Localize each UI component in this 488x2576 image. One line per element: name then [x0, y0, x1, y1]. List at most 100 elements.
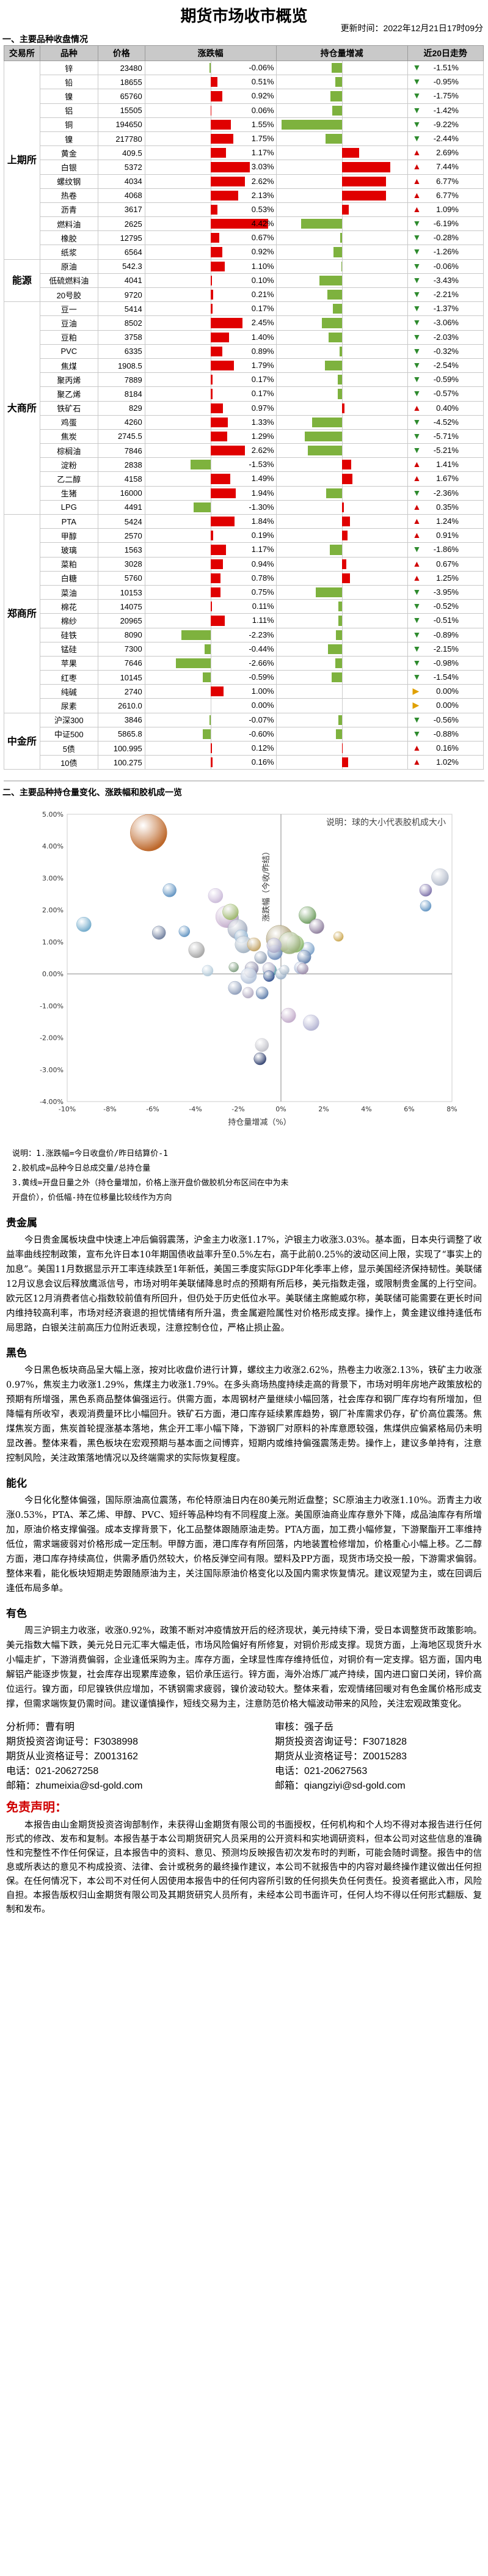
oi-arrow-cell: ▼ -2.21% — [407, 287, 484, 303]
oi-change-value: 2.69% — [436, 148, 459, 158]
oi-change-bar — [328, 332, 342, 342]
report-title: 期货市场收市概览 — [180, 7, 308, 26]
table-row: 菜粕 3028 0.94% ▲ 0.67% — [4, 556, 484, 572]
change-value: 0.94% — [251, 559, 274, 569]
arrow-down-icon: ▼ — [412, 416, 421, 427]
data-bubble — [162, 883, 177, 897]
change-bar — [210, 743, 213, 754]
oi-change-cell — [275, 287, 408, 303]
change-cell: 1.11% — [144, 613, 277, 628]
oi-change-cell — [275, 245, 408, 260]
product-name: 甲醇 — [39, 528, 98, 543]
change-cell: -2.66% — [144, 655, 277, 671]
data-bubble — [76, 917, 92, 932]
oi-arrow-cell: ▼ -1.42% — [407, 103, 484, 118]
oi-change-cell — [275, 75, 408, 90]
oi-arrow-cell: ▼ -2.54% — [407, 358, 484, 374]
product-name: 锰硅 — [39, 641, 98, 657]
product-name: 5债 — [39, 740, 98, 756]
license-label: 期货投资咨询证号： — [6, 1737, 95, 1748]
table-row: 螺纹钢 4034 2.62% ▲ 6.77% — [4, 174, 484, 189]
change-bar — [210, 162, 250, 172]
product-name: 燃料油 — [39, 216, 98, 232]
data-bubble — [431, 869, 449, 886]
change-bar — [209, 63, 211, 73]
phone-value: 021-20627563 — [304, 1766, 368, 1777]
author-block: 分析师：曹有明 审核：强子岳 期货投资咨询证号：F3038998 期货投资咨询证号：… — [0, 1720, 488, 1794]
change-value: -2.23% — [249, 630, 274, 639]
table-row: 锰硅 7300 -0.44% ▼ -2.15% — [4, 641, 484, 657]
email-value[interactable]: zhumeixia@sd-gold.com — [35, 1781, 143, 1792]
oi-change-value: 6.77% — [436, 190, 459, 200]
y-tick-label: -3.00% — [40, 1066, 64, 1074]
oi-arrow-cell: ▲ 0.16% — [407, 740, 484, 756]
product-name: 镍 — [39, 131, 98, 147]
price-cell: 4260 — [97, 414, 145, 430]
product-name: 中证500 — [39, 726, 98, 742]
product-name: 镍 — [39, 89, 98, 104]
change-cell: 0.12% — [144, 740, 277, 756]
price-cell: 65760 — [97, 89, 145, 104]
x-tick-label: 2% — [318, 1105, 329, 1113]
change-bar — [210, 403, 224, 413]
table-row: 郑商所 PTA 5424 1.84% ▲ 1.24% — [4, 513, 484, 713]
oi-change-bar — [341, 162, 391, 172]
table-row: 硅铁 8090 -2.23% ▼ -0.89% — [4, 627, 484, 642]
email-value[interactable]: qiangziyi@sd-gold.com — [304, 1781, 406, 1792]
oi-change-bar — [341, 403, 344, 413]
price-cell: 2570 — [97, 528, 145, 543]
oi-arrow-cell: ▼ -0.88% — [407, 726, 484, 742]
license-label: 期货投资咨询证号： — [275, 1737, 363, 1748]
change-cell: 0.11% — [144, 599, 277, 614]
table-row: 淀粉 2838 -1.53% ▲ 1.41% — [4, 457, 484, 473]
heading-ferrous: 黑色 — [6, 1347, 27, 1360]
oi-change-bar — [325, 360, 342, 371]
table-row: PVC 6335 0.89% ▼ -0.32% — [4, 344, 484, 359]
arrow-down-icon: ▼ — [412, 643, 421, 653]
table-row: 甲醇 2570 0.19% ▲ 0.91% — [4, 528, 484, 543]
exchange-cell: 大商所 — [4, 301, 40, 515]
x-tick-label: 6% — [404, 1105, 414, 1113]
oi-change-cell — [275, 60, 408, 76]
oi-change-bar — [341, 559, 346, 569]
oi-change-bar — [341, 190, 386, 201]
change-value: 0.11% — [252, 602, 274, 611]
change-cell: -2.23% — [144, 627, 277, 642]
change-bar — [181, 630, 211, 640]
price-cell: 8090 — [97, 627, 145, 642]
change-value: 0.17% — [251, 304, 274, 314]
arrow-down-icon: ▼ — [412, 232, 421, 243]
product-name: 沥青 — [39, 202, 98, 218]
license-value: Z0013162 — [94, 1751, 139, 1762]
oi-change-value: 1.24% — [436, 517, 459, 526]
change-bar — [210, 587, 220, 598]
change-cell: -0.06% — [144, 60, 277, 76]
change-cell: 0.92% — [144, 245, 277, 260]
oi-arrow-cell: ▲ 0.67% — [407, 556, 484, 572]
product-name: 纯碱 — [39, 684, 98, 699]
y-tick-label: 1.00% — [42, 938, 64, 946]
reviewer-label: 审核： — [275, 1722, 305, 1733]
oi-change-cell — [275, 613, 408, 628]
change-value: 1.29% — [251, 431, 274, 441]
change-bar — [210, 375, 213, 385]
header-trend: 近20日走势 — [407, 45, 484, 61]
oi-change-value: -1.42% — [433, 105, 459, 115]
oi-arrow-cell: ▲ 1.25% — [407, 570, 484, 586]
oi-change-cell — [275, 584, 408, 600]
oi-change-value: -0.51% — [433, 616, 459, 625]
x-tick-label: 0% — [275, 1105, 286, 1113]
product-name: 棕榈油 — [39, 443, 98, 458]
oi-arrow-cell: ▲ 6.77% — [407, 174, 484, 189]
change-value: 1.11% — [252, 616, 274, 625]
change-cell: 2.62% — [144, 174, 277, 189]
oi-change-bar — [341, 204, 349, 215]
oi-arrow-cell: ▶ 0.00% — [407, 698, 484, 713]
change-cell: -0.59% — [144, 670, 277, 685]
oi-change-cell — [275, 655, 408, 671]
arrow-up-icon: ▲ — [412, 459, 421, 469]
oi-change-cell — [275, 712, 408, 727]
oi-change-cell — [275, 160, 408, 175]
price-cell: 4041 — [97, 273, 145, 289]
phone-value: 021-20627258 — [35, 1766, 99, 1777]
